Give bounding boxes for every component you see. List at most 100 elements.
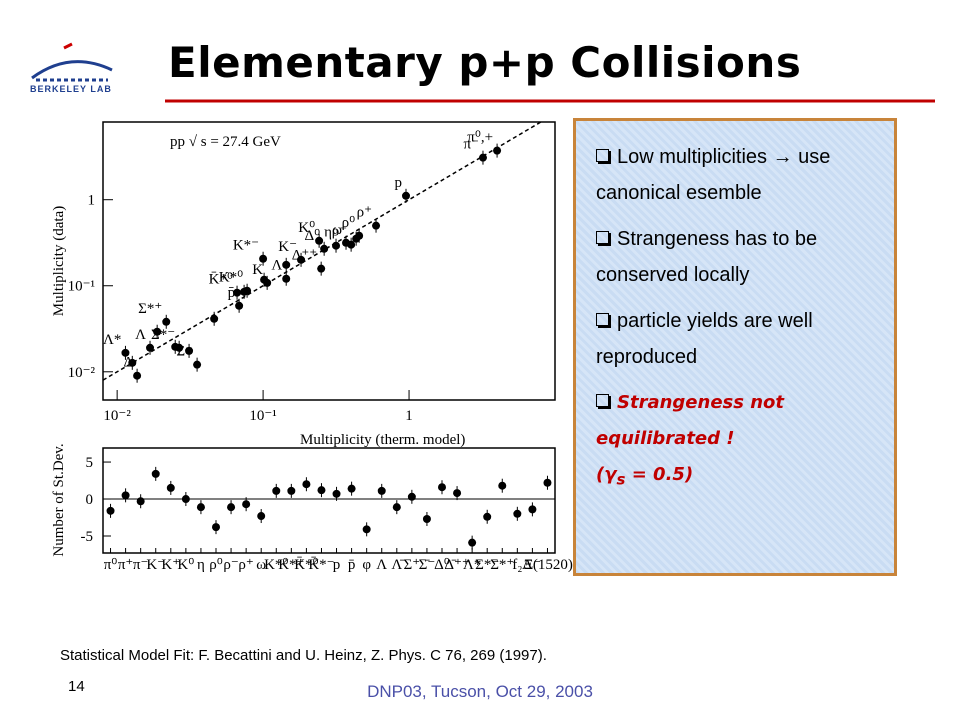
bullet: Strangeness has to be conserved locally (596, 221, 878, 293)
point (128, 358, 137, 367)
point-label: p̄ (228, 285, 236, 301)
point (106, 506, 115, 515)
point (287, 486, 296, 495)
point (185, 346, 194, 355)
point-label: K (252, 262, 263, 278)
point (438, 483, 446, 492)
point (317, 486, 326, 495)
point (153, 327, 162, 336)
x-tick-label: K*⁺ (278, 557, 304, 573)
point-label: p (394, 175, 402, 191)
bullet-box: Low multiplicities → use canonical esemb… (573, 118, 897, 576)
point-label: K̄*⁰ (209, 272, 233, 288)
logo-arc (31, 60, 113, 80)
x-tick-label: π⁺ (118, 557, 134, 573)
bullet: Low multiplicities → use canonical esemb… (596, 139, 878, 211)
point-label: K⁰ (298, 220, 315, 236)
point (257, 512, 266, 521)
scatter-frame (102, 121, 556, 401)
point-label: ω (332, 222, 342, 238)
point (259, 254, 268, 263)
point (166, 483, 175, 492)
x-tick-label: Ξ⁻ (524, 557, 542, 573)
x-tick-label: Λ(1520) (522, 557, 573, 573)
x-tick-label: Λ̄ (391, 557, 405, 573)
x-tick-label: K⁻ (146, 557, 165, 573)
point (392, 503, 401, 512)
x-tick-label: Λ* (463, 557, 481, 573)
point (317, 264, 326, 273)
point (401, 191, 410, 200)
point (227, 503, 236, 512)
point (320, 244, 329, 253)
point-label: Δ (123, 355, 133, 371)
x-tick-label: ρ⁺ (238, 557, 253, 573)
x-tick-label: Δ⁰ (434, 557, 450, 573)
x-tick-label: K̄*⁻ (308, 557, 334, 573)
point (121, 491, 130, 500)
residual-frame (102, 447, 556, 554)
point (282, 260, 291, 269)
point-label: ρ⁰ (342, 215, 356, 231)
x-tick-label: K̄*⁰ (294, 557, 318, 573)
y-tick-label: 0 (86, 492, 94, 508)
point-label: π⁰,+ (467, 130, 493, 146)
point (478, 153, 487, 162)
x-tick-label: f₂ (512, 557, 522, 573)
point (151, 469, 160, 478)
figure-bg (45, 114, 565, 580)
point (282, 274, 291, 283)
x-tick-label: ω (256, 557, 266, 573)
point-label: ρ⁻ (332, 224, 347, 240)
point (121, 348, 130, 357)
x-tick-label: ρ⁻ (223, 557, 238, 573)
x-tick-label: K*⁰ (264, 557, 288, 573)
point-label: π⁻ (463, 137, 479, 153)
point-label: ρ⁺ (357, 205, 372, 221)
x-tick-label: Δ̄⁺⁺ (444, 557, 469, 573)
point (543, 478, 552, 487)
point (212, 523, 220, 532)
point (162, 317, 171, 326)
page-number: 14 (68, 678, 85, 695)
formula-open: (γ (596, 464, 617, 485)
x-tick-label: Σ*⁺ (490, 557, 514, 573)
x-tick-label: Σ*⁻ (475, 557, 499, 573)
x-tick-label: p̄ (348, 557, 356, 573)
point (498, 481, 507, 490)
point (377, 486, 386, 495)
x-tick-label: K⁺ (161, 557, 180, 573)
logo-art (31, 42, 113, 82)
footnote: Statistical Model Fit: F. Becattini and … (60, 647, 547, 664)
point (513, 509, 522, 518)
point (355, 231, 364, 240)
x-tick-label: Σ⁺ (404, 557, 421, 573)
point (422, 514, 431, 523)
point-label: Λ (135, 327, 146, 343)
point (483, 512, 492, 521)
highlight-text: Strangeness not equilibrated ! (596, 392, 785, 449)
slide-title: Elementary p+p Collisions (168, 38, 802, 87)
x-tick-label: K⁰ (177, 557, 194, 573)
x-tick-label: Σ̄⁻ (419, 557, 436, 573)
point (528, 505, 537, 514)
point (302, 480, 311, 489)
point (233, 288, 242, 297)
point (362, 525, 371, 534)
point-label: Λ* (103, 332, 121, 348)
point (272, 486, 281, 495)
point-label: K⁻ (278, 239, 297, 255)
y-tick-label: 1 (88, 193, 96, 209)
point (175, 343, 184, 352)
logo-text: Berkeley Lab (30, 84, 112, 94)
formula-rest: = 0.5) (625, 464, 694, 485)
x-tick-label: Λ (376, 557, 387, 573)
point (193, 360, 202, 369)
x-tick-label: π⁻ (133, 557, 149, 573)
scatter-title: pp √ s = 27.4 GeV (170, 134, 281, 150)
x-tick-label: 10⁻² (103, 408, 131, 424)
point (315, 236, 324, 245)
x-tick-label: p (333, 557, 341, 573)
